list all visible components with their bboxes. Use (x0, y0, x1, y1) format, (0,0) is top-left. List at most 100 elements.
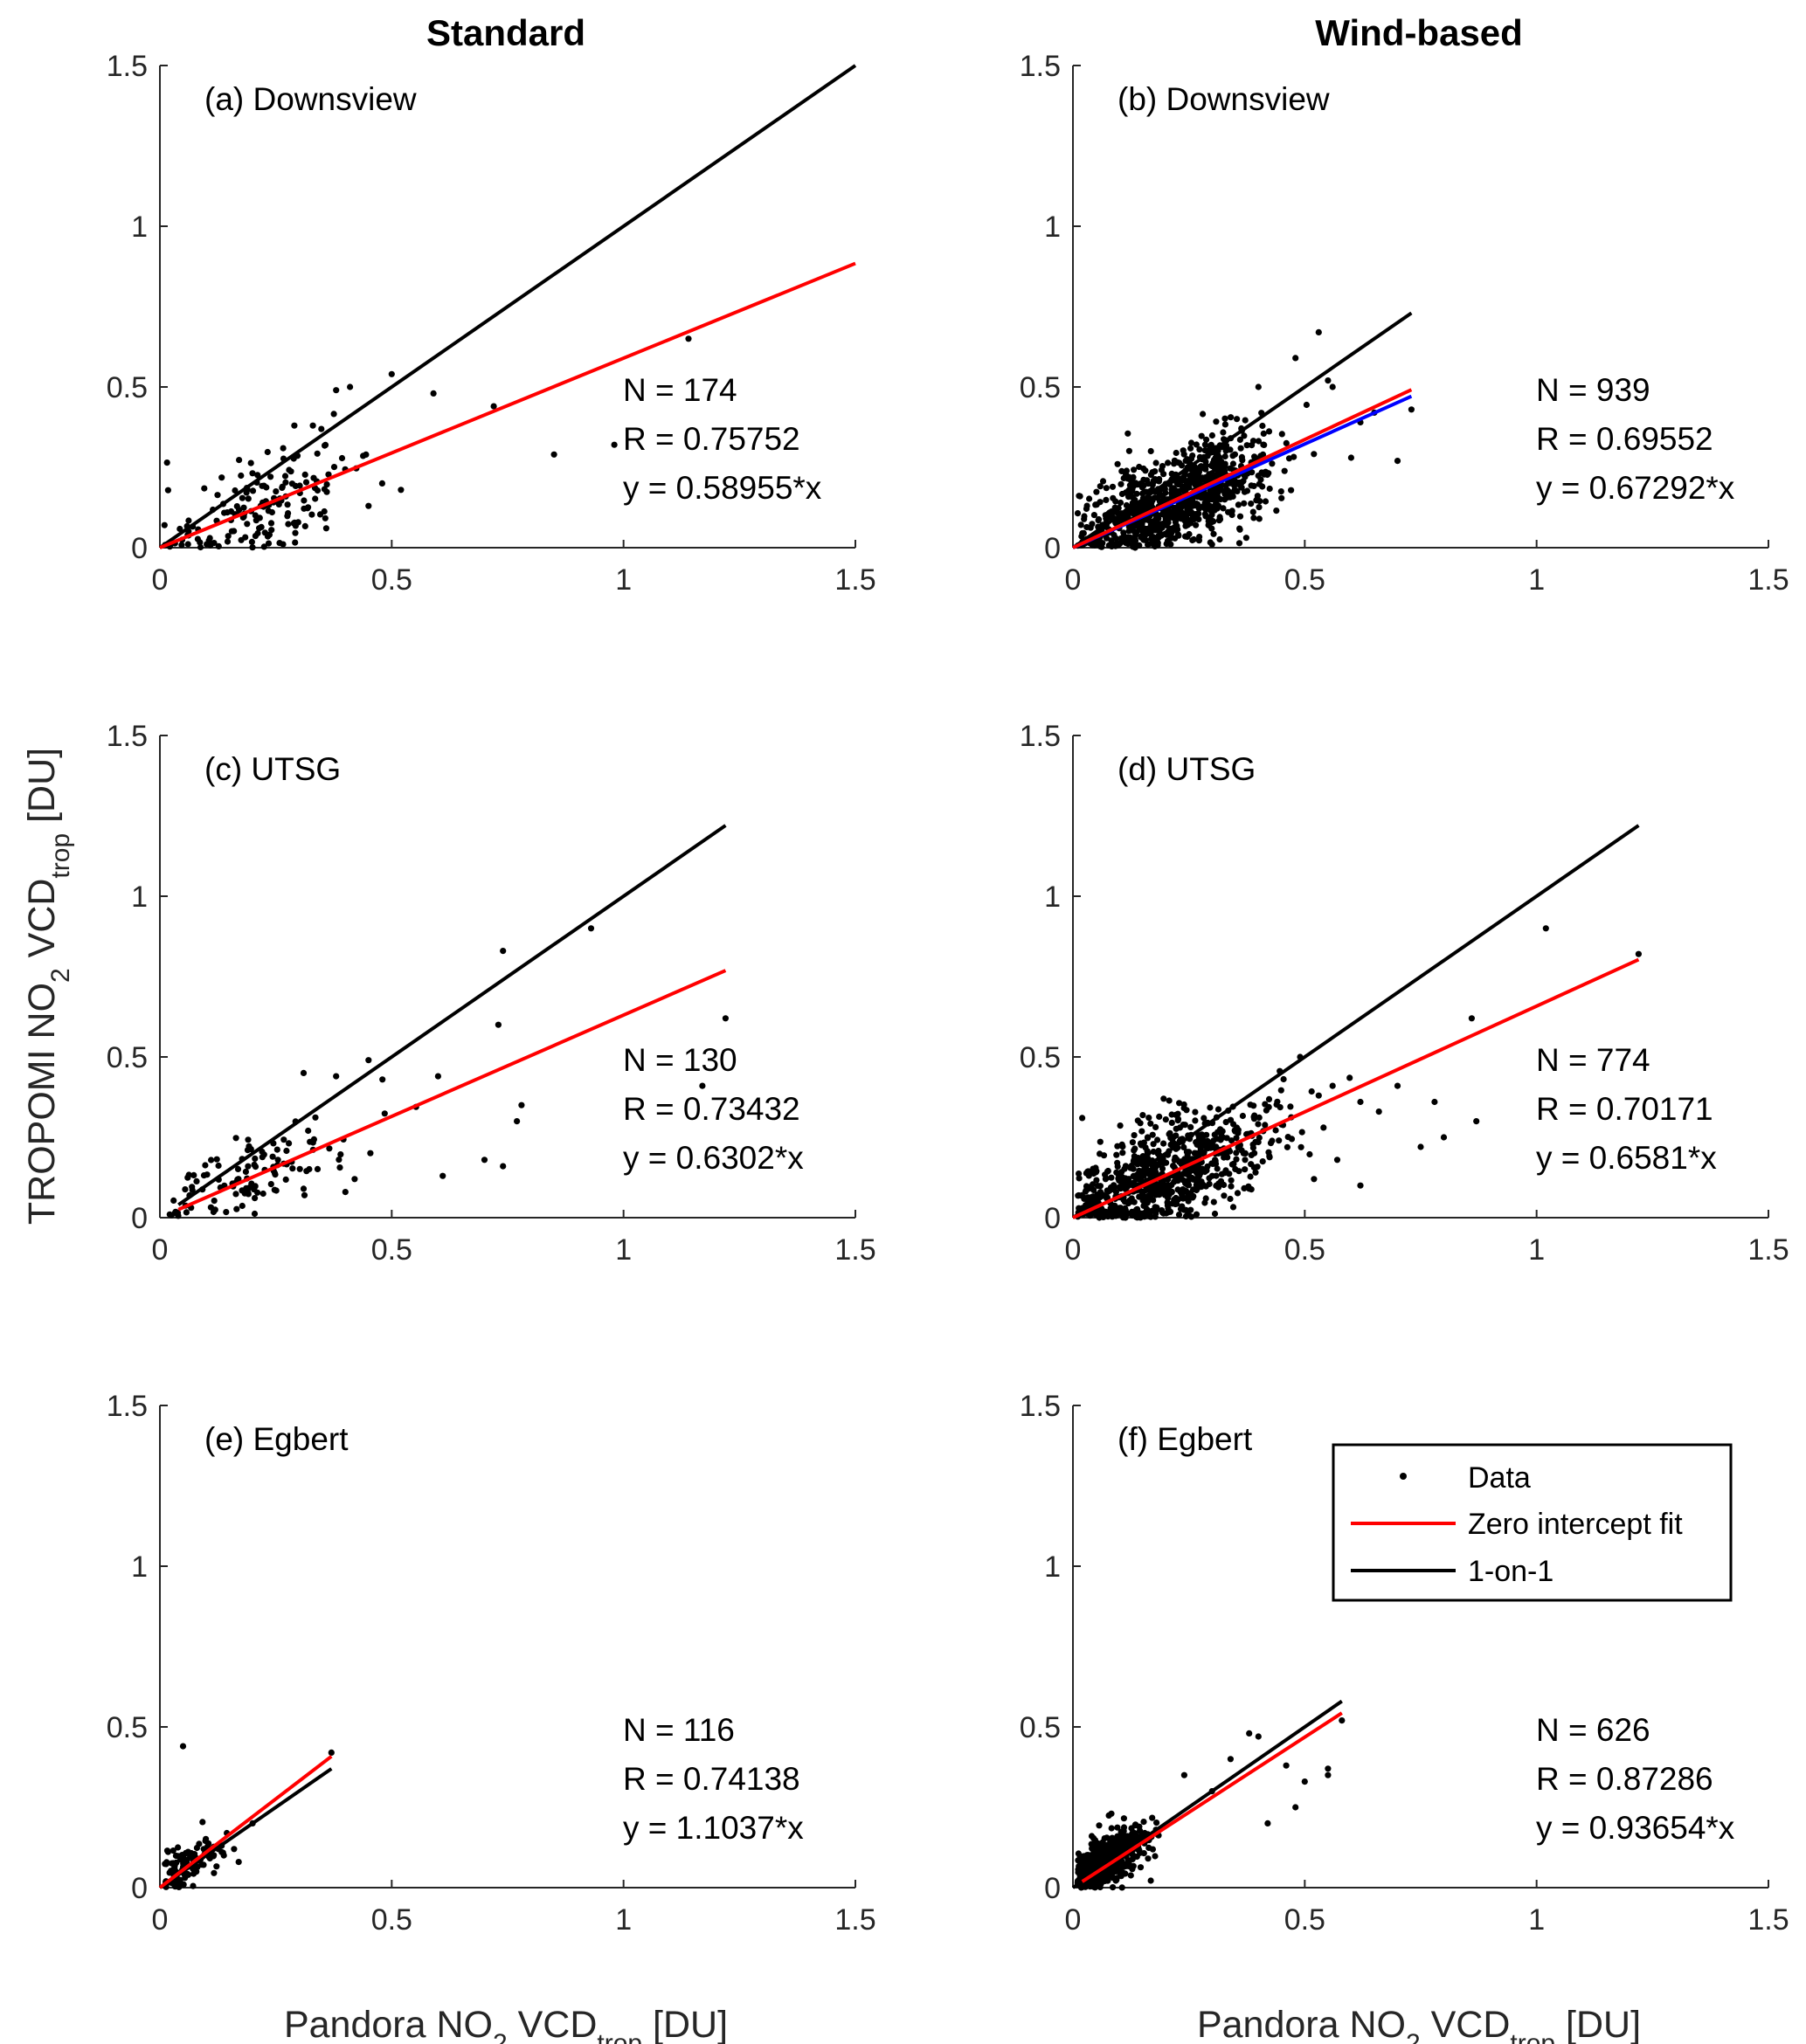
data-point (1239, 457, 1246, 464)
data-point (1114, 1159, 1121, 1166)
data-point (1132, 480, 1139, 487)
data-point (1255, 1121, 1262, 1128)
data-point (1079, 1115, 1086, 1122)
data-point (1278, 494, 1285, 501)
data-point (193, 1177, 200, 1184)
n-count: N = 116 (623, 1712, 735, 1748)
data-point (208, 1157, 215, 1164)
y-tick-label: 1 (131, 211, 148, 244)
data-point (1236, 525, 1243, 532)
data-point (1214, 1165, 1221, 1172)
data-point (1186, 1149, 1193, 1156)
data-point (1262, 1101, 1269, 1108)
data-point (1171, 1178, 1178, 1185)
data-point (245, 1136, 252, 1143)
data-point (1241, 500, 1248, 507)
data-point (282, 1176, 289, 1183)
data-point (1090, 512, 1097, 519)
data-point (1144, 1134, 1151, 1141)
data-point (1193, 1211, 1201, 1218)
data-point (1246, 1185, 1253, 1192)
data-point (318, 425, 325, 432)
data-point (1228, 1177, 1235, 1184)
data-point (1140, 465, 1147, 473)
data-point (300, 1185, 308, 1192)
data-point (247, 1146, 254, 1153)
data-point (282, 479, 289, 486)
data-point (1108, 512, 1115, 519)
data-point (1174, 1115, 1182, 1122)
data-point (367, 1150, 374, 1157)
data-point (1333, 1157, 1341, 1164)
data-point (685, 335, 692, 342)
data-point (197, 543, 204, 551)
data-point (1347, 454, 1354, 461)
data-point (1210, 1198, 1217, 1205)
data-point (1255, 1138, 1262, 1146)
data-point (267, 473, 274, 480)
data-point (1112, 535, 1119, 542)
data-point (163, 1847, 171, 1854)
data-point (1083, 1170, 1090, 1177)
data-point (1236, 479, 1243, 486)
data-point (1149, 1814, 1156, 1821)
data-point (1228, 1183, 1235, 1190)
data-point (1137, 480, 1144, 487)
x-label-sub-trop: trop (1510, 2029, 1555, 2044)
data-point (1325, 1771, 1332, 1778)
data-point (1235, 1129, 1242, 1136)
data-point (245, 1191, 252, 1198)
x-tick-label: 1 (615, 1233, 632, 1267)
data-point (1188, 511, 1195, 518)
data-point (252, 1183, 259, 1190)
data-point (1159, 1165, 1166, 1172)
data-point (201, 485, 208, 492)
data-point (263, 484, 270, 491)
data-point (1199, 465, 1206, 472)
data-point (1329, 1082, 1336, 1089)
data-point (1129, 523, 1136, 530)
data-point (1259, 1158, 1266, 1165)
data-point (1153, 514, 1161, 521)
fit-equation: y = 0.6302*x (623, 1140, 804, 1176)
data-point (1219, 1128, 1226, 1135)
data-point (215, 542, 222, 550)
data-point (1132, 531, 1139, 538)
data-point (1134, 1117, 1141, 1124)
data-point (1087, 1863, 1094, 1870)
y-tick-label: 0 (131, 1202, 148, 1235)
data-point (1198, 432, 1205, 439)
panel-e-egbert: 0 0.5 1 1.5 0 0.5 1 1.5 (e) Egbert N = 116 R = 0.7… (107, 1390, 876, 1937)
data-point (1195, 537, 1202, 544)
data-point (1122, 1870, 1129, 1877)
data-point (232, 1135, 239, 1142)
one-to-one-line (1071, 311, 1413, 549)
data-point (1223, 487, 1230, 494)
data-point (235, 1859, 242, 1866)
x-label-mid: VCD (508, 2004, 598, 2044)
data-point (183, 1849, 190, 1856)
data-point (1114, 460, 1121, 467)
data-point (1090, 1186, 1097, 1194)
data-point (1320, 1124, 1327, 1131)
y-label-suffix: [DU] (21, 748, 63, 833)
data-point (249, 487, 257, 494)
data-point (1125, 447, 1132, 454)
data-point (1127, 1872, 1134, 1879)
data-point (1131, 1147, 1138, 1154)
data-point (1165, 459, 1172, 466)
data-point (1103, 496, 1110, 504)
data-point (1112, 498, 1119, 505)
data-point (252, 512, 259, 519)
data-point (285, 521, 292, 528)
legend: Data Zero intercept fit 1-on-1 (1332, 1443, 1733, 1602)
data-point (280, 1136, 287, 1143)
data-point (1182, 1206, 1190, 1213)
y-label-sub-2: 2 (46, 968, 75, 983)
data-point (234, 1165, 242, 1172)
data-point (1173, 449, 1180, 457)
data-point (1165, 1205, 1172, 1212)
data-point (1213, 1172, 1220, 1179)
data-point (292, 539, 299, 546)
x-label-sub-trop: trop (597, 2029, 642, 2044)
